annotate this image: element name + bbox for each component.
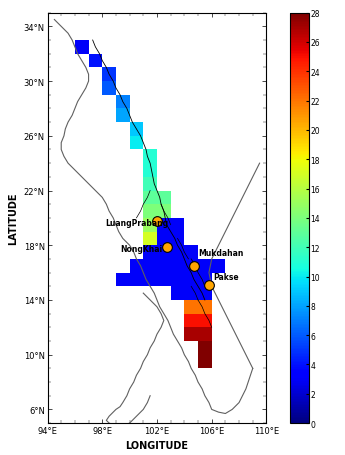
Bar bbox=[198, 300, 212, 314]
Bar bbox=[171, 232, 184, 246]
Bar bbox=[198, 328, 212, 341]
Bar bbox=[130, 136, 143, 150]
Y-axis label: LATITUDE: LATITUDE bbox=[8, 192, 18, 245]
Bar bbox=[116, 96, 130, 109]
Bar bbox=[184, 300, 198, 314]
Bar bbox=[198, 314, 212, 328]
Bar bbox=[143, 191, 157, 205]
Bar bbox=[157, 218, 171, 232]
Text: Mukdahan: Mukdahan bbox=[198, 248, 243, 257]
Bar bbox=[212, 259, 225, 273]
Bar bbox=[143, 164, 157, 177]
X-axis label: LONGITUDE: LONGITUDE bbox=[126, 440, 188, 450]
Bar bbox=[143, 246, 157, 259]
Bar bbox=[171, 287, 184, 300]
Bar bbox=[198, 341, 212, 355]
Bar bbox=[143, 218, 157, 232]
Bar bbox=[184, 314, 198, 328]
Bar bbox=[116, 109, 130, 123]
Bar bbox=[157, 246, 171, 259]
Bar bbox=[184, 287, 198, 300]
Bar bbox=[157, 232, 171, 246]
Bar bbox=[171, 273, 184, 287]
Bar bbox=[130, 273, 143, 287]
Text: Pakse: Pakse bbox=[213, 273, 239, 282]
Bar bbox=[75, 41, 89, 55]
Bar bbox=[143, 150, 157, 164]
Bar bbox=[198, 287, 212, 300]
Bar bbox=[143, 232, 157, 246]
Bar bbox=[198, 273, 212, 287]
Bar bbox=[198, 355, 212, 369]
Bar bbox=[102, 82, 116, 96]
Bar bbox=[116, 273, 130, 287]
Bar bbox=[171, 218, 184, 232]
Bar bbox=[198, 259, 212, 273]
Bar bbox=[157, 259, 171, 273]
Bar bbox=[171, 259, 184, 273]
Bar bbox=[143, 273, 157, 287]
Bar bbox=[157, 273, 171, 287]
Bar bbox=[143, 205, 157, 218]
Bar bbox=[143, 259, 157, 273]
Text: NongKhai: NongKhai bbox=[120, 244, 162, 253]
Bar bbox=[157, 205, 171, 218]
Bar bbox=[171, 246, 184, 259]
Bar bbox=[184, 328, 198, 341]
Bar bbox=[157, 191, 171, 205]
Bar bbox=[184, 259, 198, 273]
Bar bbox=[184, 246, 198, 259]
Text: LuangPrabang: LuangPrabang bbox=[105, 218, 168, 227]
Bar bbox=[130, 259, 143, 273]
Bar bbox=[89, 55, 102, 68]
Bar bbox=[130, 123, 143, 136]
Bar bbox=[143, 177, 157, 191]
Bar bbox=[102, 68, 116, 82]
Bar bbox=[184, 273, 198, 287]
